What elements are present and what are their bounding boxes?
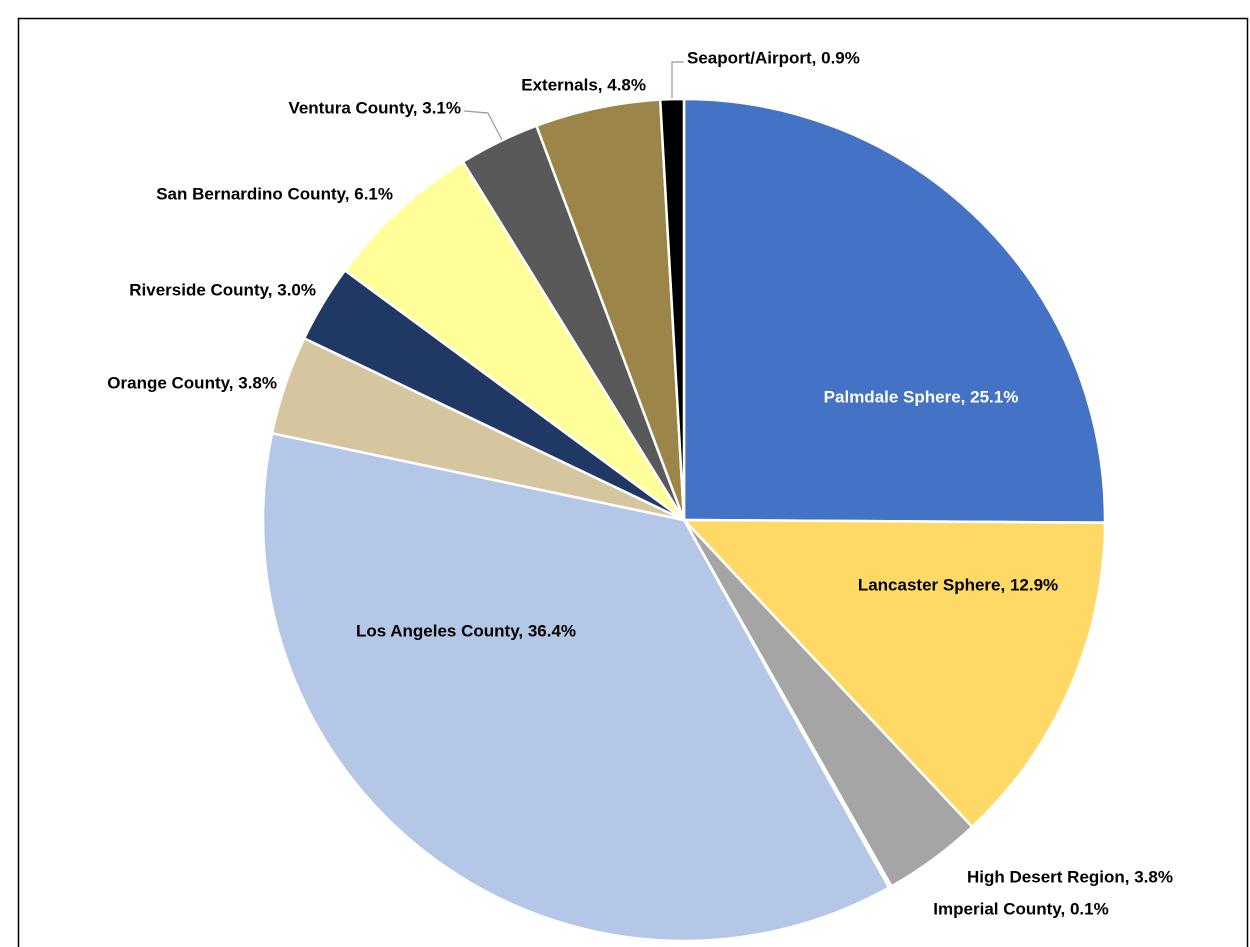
pie-slice [658,97,686,521]
pie-slice [681,518,1107,829]
data-label: Imperial County, 0.1% [933,899,1108,918]
data-label: Lancaster Sphere, 12.9% [858,575,1058,594]
data-label: High Desert Region, 3.8% [967,867,1173,886]
data-label: Seaport/Airport, 0.9% [687,48,860,67]
data-label: Externals, 4.8% [521,75,646,94]
leader-line [671,61,684,98]
pie-slice [343,160,686,522]
data-label: Ventura County, 3.1% [288,98,461,117]
pie-slice [261,431,891,943]
chart-frame [17,17,1249,947]
data-label: Los Angeles County, 36.4% [356,621,576,640]
leader-line [463,110,503,141]
data-label: Riverside County, 3.0% [129,280,316,299]
pie-slice [682,97,1107,524]
data-label: San Bernardino County, 6.1% [156,184,393,203]
data-label: Palmdale Sphere, 25.1% [824,387,1019,406]
data-label: Orange County, 3.8% [107,373,277,392]
pie [261,97,1107,943]
